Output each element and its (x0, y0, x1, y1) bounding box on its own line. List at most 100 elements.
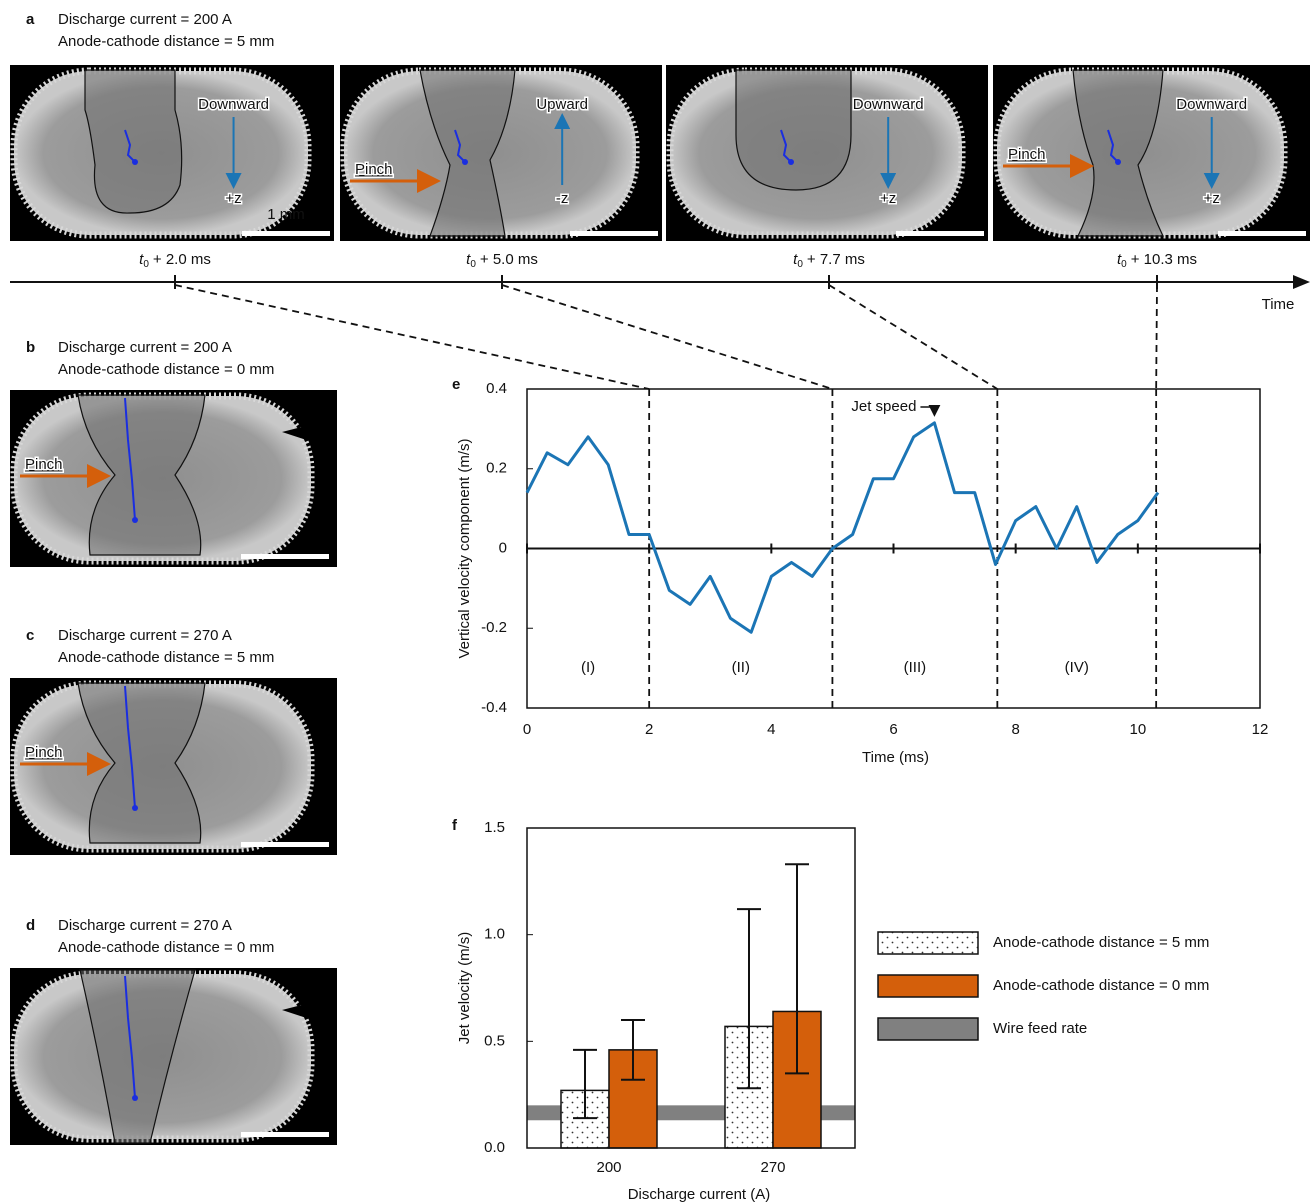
legend-label: Anode-cathode distance = 5 mm (993, 934, 1209, 951)
panel-condition: Discharge current = 270 A (58, 627, 232, 644)
connector (828, 284, 998, 390)
x-tick-label: 10 (1129, 721, 1146, 738)
error-bar (621, 1019, 645, 1081)
time-label: t0 + 10.3 ms (1117, 251, 1197, 270)
scale-bar (241, 1132, 329, 1137)
phase-label: (IV) (1065, 659, 1089, 676)
plasma-region (419, 69, 516, 237)
legend-swatch (877, 1017, 979, 1041)
time-offset: + 10.3 ms (1131, 251, 1197, 268)
scale-bar (242, 231, 330, 236)
trajectory (454, 129, 466, 163)
panel-condition: Discharge current = 200 A (58, 11, 232, 28)
panel-condition: Discharge current = 200 A (58, 339, 232, 356)
trajectory-end (462, 159, 468, 165)
time-symbol: t (466, 251, 471, 268)
y-tick-label: 0 (499, 539, 507, 556)
direction-label: Downward (853, 96, 924, 113)
time-subscript: 0 (1121, 259, 1127, 270)
trajectory (780, 129, 792, 163)
panel-condition: Anode-cathode distance = 5 mm (58, 649, 274, 666)
trajectory (124, 975, 136, 1099)
y-tick-label: 1.0 (484, 926, 505, 943)
phase-label: (III) (904, 659, 927, 676)
error-bar (737, 908, 761, 1090)
legend-label: Anode-cathode distance = 0 mm (993, 977, 1209, 994)
direction-label: Downward (198, 96, 269, 113)
electrode (282, 418, 337, 450)
time-subscript: 0 (797, 259, 803, 270)
time-symbol: t (793, 251, 798, 268)
plasma-region (1072, 69, 1164, 237)
phase-label: (II) (732, 659, 750, 676)
time-label: t0 + 5.0 ms (466, 251, 538, 270)
plasma-region (84, 69, 183, 214)
x-tick-label: 0 (523, 721, 531, 738)
scale-bar (241, 554, 329, 559)
connector (501, 284, 833, 390)
trajectory-end (132, 517, 138, 523)
plasma-region (77, 394, 206, 556)
x-tick-label: 2 (645, 721, 653, 738)
plasma-region (79, 969, 196, 1144)
y-tick-label: 0.2 (486, 460, 507, 477)
x-tick-label: 200 (596, 1159, 621, 1176)
panel-letter: d (26, 917, 35, 934)
time-symbol: t (1117, 251, 1122, 268)
panel-condition: Discharge current = 270 A (58, 917, 232, 934)
x-tick-label: 8 (1011, 721, 1019, 738)
direction-label: Downward (1176, 96, 1247, 113)
legend-swatch (877, 974, 979, 998)
panel-letter: a (26, 11, 35, 28)
pinch-label: Pinch (1008, 146, 1046, 163)
trajectory (1107, 129, 1119, 163)
trajectory-end (132, 159, 138, 165)
scale-bar (1218, 231, 1306, 236)
x-tick-label: 6 (889, 721, 897, 738)
electrode (282, 996, 337, 1028)
scale-bar (241, 842, 329, 847)
time-label: t0 + 2.0 ms (139, 251, 211, 270)
phase-label: (I) (581, 659, 595, 676)
axis-label: +z (880, 190, 896, 207)
trajectory (124, 129, 136, 163)
time-label: t0 + 7.7 ms (793, 251, 865, 270)
pinch-label: Pinch (355, 161, 393, 178)
y-tick-label: 0.0 (484, 1139, 505, 1156)
y-tick-label: -0.4 (481, 699, 507, 716)
y-tick-label: -0.2 (481, 619, 507, 636)
y-tick-label: 0.5 (484, 1032, 505, 1049)
x-tick-label: 12 (1252, 721, 1269, 738)
time-offset: + 2.0 ms (153, 251, 211, 268)
x-axis-label: Discharge current (A) (628, 1186, 771, 1203)
plasma-region (735, 69, 852, 191)
legend-label: Wire feed rate (993, 1020, 1087, 1037)
axis-label: +z (1204, 190, 1220, 207)
y-axis-label: Vertical velocity component (m/s) (456, 438, 473, 658)
time-offset: + 5.0 ms (480, 251, 538, 268)
x-axis-label: Time (ms) (862, 749, 929, 766)
timeline-label: Time (1262, 296, 1295, 313)
y-axis-label: Jet velocity (m/s) (456, 932, 473, 1045)
legend-swatch (877, 931, 979, 955)
trajectory-end (1115, 159, 1121, 165)
y-tick-label: 0.4 (486, 380, 507, 397)
annotation: Jet speed (851, 398, 916, 415)
error-bar (573, 1048, 597, 1120)
scale-label: 1 mm (267, 206, 305, 223)
direction-label: Upward (536, 96, 588, 113)
time-subscript: 0 (470, 259, 476, 270)
pinch-label: Pinch (25, 744, 63, 761)
axis-label: +z (225, 190, 241, 207)
panel-condition: Anode-cathode distance = 0 mm (58, 939, 274, 956)
trajectory-end (788, 159, 794, 165)
trajectory-end (132, 1095, 138, 1101)
x-tick-label: 270 (760, 1159, 785, 1176)
trajectory (124, 685, 136, 809)
scale-bar (570, 231, 658, 236)
timeline-head (1293, 275, 1310, 289)
panel-letter: e (452, 376, 460, 393)
time-subscript: 0 (143, 259, 149, 270)
x-tick-label: 4 (767, 721, 775, 738)
